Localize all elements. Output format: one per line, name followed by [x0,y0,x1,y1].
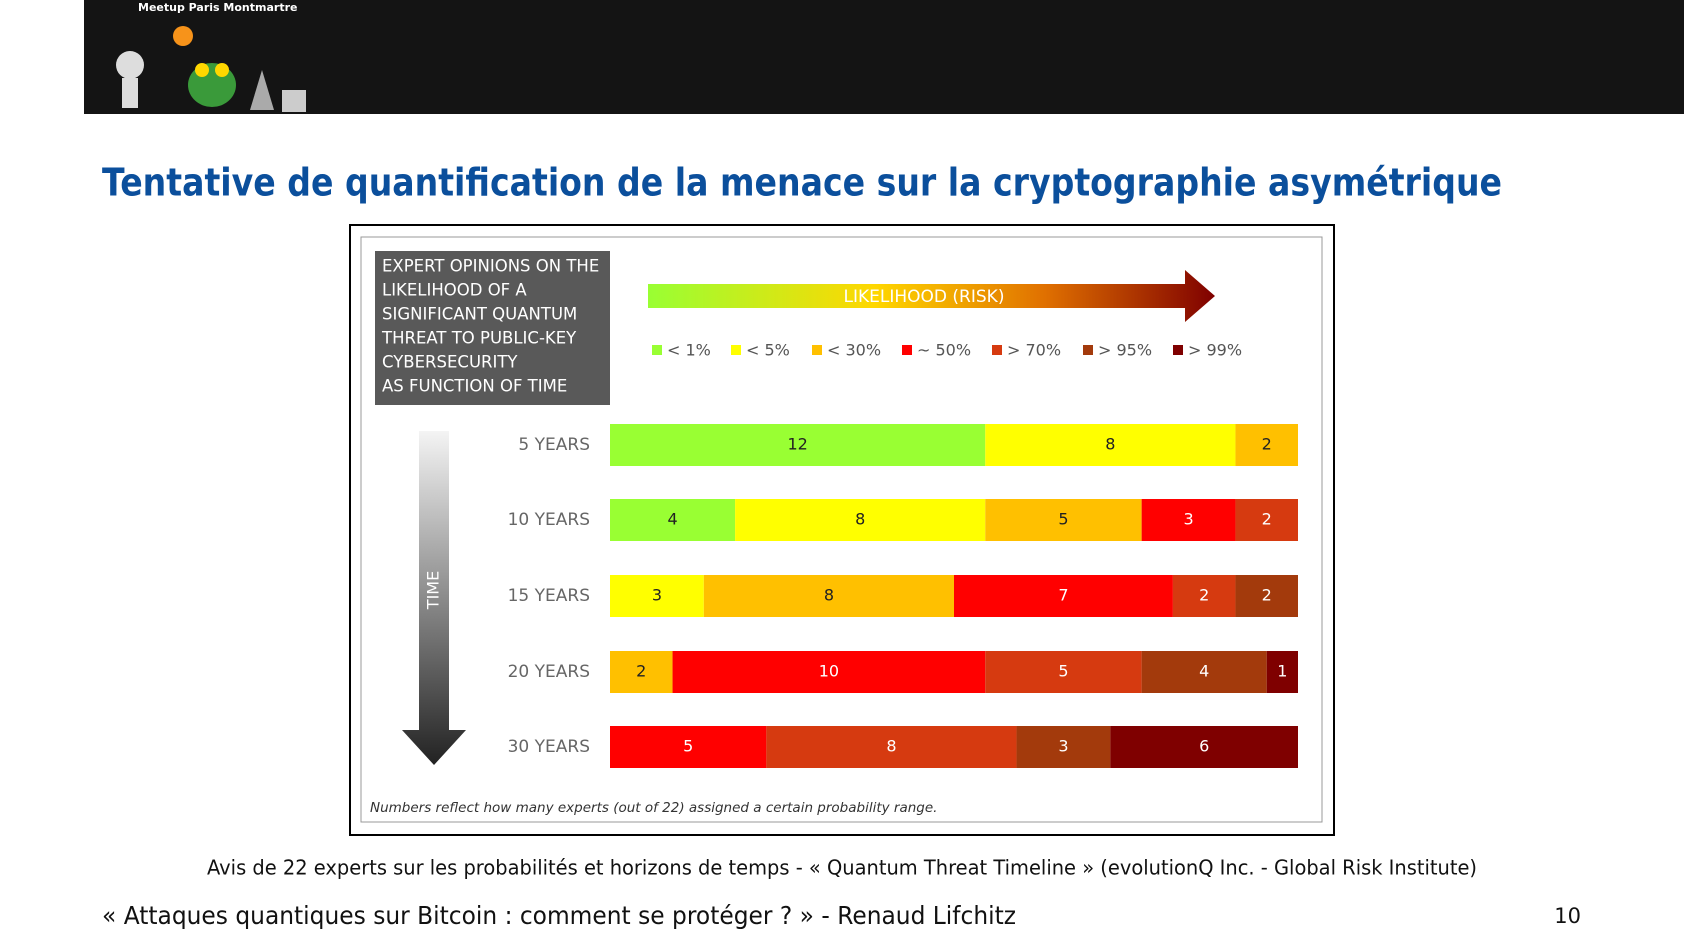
chart-title-box [375,251,610,405]
logo [116,26,306,112]
bar-segment [672,651,986,693]
bar-segment [1016,726,1111,768]
data-label: 5 [1058,510,1068,529]
data-label: 8 [1105,435,1115,454]
bar-segment [766,726,1017,768]
data-label: 2 [636,662,646,681]
bar-segment [610,726,767,768]
legend-label: > 70% [1007,341,1061,360]
data-label: 7 [1058,586,1068,605]
legend-swatch [652,345,662,355]
chart-title-line: LIKELIHOOD OF A [382,281,527,300]
caption: Avis de 22 experts sur les probabilités … [207,856,1477,880]
chart-title-line: SIGNIFICANT QUANTUM [382,305,577,324]
bar-segment [703,575,954,617]
likelihood-arrow [648,270,1215,322]
bar-segment [1235,424,1298,466]
category-label: 10 YEARS [508,510,590,530]
time-label: TIME [424,571,443,610]
bar-segment [1266,651,1298,693]
chart-title-line: CYBERSECURITY [382,353,518,372]
legend-swatch [902,345,912,355]
legend-label: > 95% [1098,341,1152,360]
bar-segment [985,499,1142,541]
chart-note: Numbers reflect how many experts (out of… [370,800,937,816]
bar-segment [1172,575,1236,617]
data-label: 2 [1262,510,1272,529]
bar-segment [610,424,986,466]
data-label: 10 [819,662,839,681]
chart-title-line: EXPERT OPINIONS ON THE [382,257,599,276]
legend-label: < 1% [667,341,711,360]
legend-label: < 5% [746,341,790,360]
category-label: 30 YEARS [508,737,590,757]
likelihood-label: LIKELIHOOD (RISK) [844,287,1005,307]
data-label: 12 [787,435,807,454]
bar-segment [1110,726,1298,768]
data-label: 3 [652,586,662,605]
bar-segment [1141,499,1236,541]
page-number: 10 [1554,904,1581,928]
legend-swatch [992,345,1002,355]
data-label: 8 [824,586,834,605]
data-label: 4 [1199,662,1209,681]
legend-swatch [1083,345,1093,355]
data-label: 6 [1199,737,1209,756]
data-label: 5 [1058,662,1068,681]
legend-label: > 99% [1188,341,1242,360]
legend-swatch [731,345,741,355]
bar-segment [985,424,1236,466]
bar-segment [1141,651,1267,693]
bar-segment [954,575,1173,617]
legend-label: < 30% [827,341,881,360]
legend-label: ~ 50% [917,341,971,360]
category-label: 20 YEARS [508,662,590,682]
bar-segment [610,499,736,541]
bar-segment [1235,499,1298,541]
data-label: 2 [1262,586,1272,605]
footer: « Attaques quantiques sur Bitcoin : comm… [102,901,1016,930]
chart-title-line: AS FUNCTION OF TIME [382,377,567,396]
bar-segment [1235,575,1298,617]
header-bar [84,0,1684,114]
data-label: 2 [1199,586,1209,605]
bar-segment [985,651,1142,693]
legend-swatch [1173,345,1183,355]
time-arrow [402,431,466,765]
bar-segment [610,575,704,617]
data-label: 3 [1183,510,1193,529]
data-label: 8 [855,510,865,529]
bar-segment [610,651,673,693]
data-label: 1 [1277,662,1287,681]
slide-title: Tentative de quantification de la menace… [102,161,1502,205]
category-label: 5 YEARS [518,435,590,455]
data-label: 3 [1058,737,1068,756]
data-label: 8 [886,737,896,756]
logo-text: Meetup Paris Montmartre [138,1,297,14]
bar-segment [735,499,986,541]
legend-swatch [812,345,822,355]
data-label: 5 [683,737,693,756]
data-label: 2 [1262,435,1272,454]
category-label: 15 YEARS [508,586,590,606]
chart-title-line: THREAT TO PUBLIC-KEY [381,329,577,348]
data-label: 4 [667,510,677,529]
